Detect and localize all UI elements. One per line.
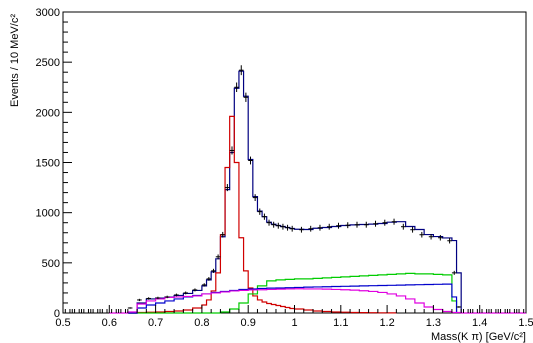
data-point bbox=[257, 208, 263, 215]
data-point bbox=[164, 295, 170, 299]
data-point bbox=[336, 222, 341, 229]
data-point bbox=[285, 224, 290, 231]
data-point bbox=[262, 213, 267, 220]
y-axis-title: Events / 10 MeV/c² bbox=[9, 14, 21, 107]
y-axis: 0 500 1000 1500 2000 2500 3000 bbox=[36, 7, 72, 320]
data-point bbox=[146, 297, 151, 300]
x-tick-label: 1 bbox=[291, 317, 297, 329]
data-point bbox=[211, 268, 216, 273]
data-point bbox=[354, 221, 360, 228]
data-point bbox=[248, 156, 253, 165]
x-tick-label: 0.5 bbox=[55, 317, 70, 329]
series-line-2 bbox=[127, 272, 458, 314]
data-point bbox=[206, 277, 212, 281]
data-point bbox=[410, 226, 415, 233]
data-point bbox=[345, 222, 351, 229]
data-point bbox=[234, 82, 239, 93]
x-tick-label: 1.1 bbox=[333, 317, 348, 329]
x-tick-label: 1.4 bbox=[472, 317, 487, 329]
data-point bbox=[229, 146, 235, 155]
x-tick-label: 0.8 bbox=[194, 317, 209, 329]
data-point bbox=[391, 218, 397, 225]
data-point bbox=[428, 233, 434, 240]
series-line-0 bbox=[127, 70, 462, 314]
data-point bbox=[266, 219, 272, 226]
x-axis-title: Mass(K π) [GeV/c²] bbox=[431, 331, 526, 343]
data-point bbox=[215, 254, 221, 260]
x-tick-label: 0.7 bbox=[148, 317, 163, 329]
x-tick-label: 0.6 bbox=[102, 317, 117, 329]
x-tick-label: 1.2 bbox=[379, 317, 394, 329]
x-axis: 0.5 0.6 0.7 0.8 0.9 1 1.1 1.2 1.3 1.4 1.5 bbox=[55, 305, 533, 329]
series-layer bbox=[109, 70, 526, 314]
series-line-4 bbox=[109, 288, 526, 314]
data-point bbox=[127, 307, 133, 309]
data-point bbox=[192, 288, 198, 292]
data-point bbox=[220, 231, 226, 238]
y-tick-label: 2500 bbox=[36, 57, 60, 69]
data-points-layer bbox=[64, 65, 525, 313]
data-point bbox=[225, 184, 230, 192]
data-point bbox=[373, 220, 378, 227]
data-point bbox=[252, 194, 258, 202]
data-point bbox=[201, 283, 207, 287]
data-point bbox=[419, 231, 425, 238]
x-tick-label: 1.5 bbox=[518, 317, 533, 329]
y-tick-label: 0 bbox=[54, 308, 60, 320]
data-point bbox=[447, 238, 452, 244]
x-tick-label: 1.3 bbox=[426, 317, 441, 329]
data-point bbox=[155, 296, 161, 300]
x-tick-label: 0.9 bbox=[241, 317, 256, 329]
y-tick-label: 3000 bbox=[36, 7, 60, 19]
data-point bbox=[308, 225, 314, 232]
data-point bbox=[438, 235, 443, 241]
data-point bbox=[363, 221, 369, 228]
data-point bbox=[317, 224, 323, 231]
data-point bbox=[326, 223, 332, 230]
y-tick-label: 2000 bbox=[36, 107, 60, 119]
y-tick-label: 1500 bbox=[36, 158, 60, 170]
data-point bbox=[280, 223, 286, 230]
data-point bbox=[299, 226, 304, 233]
data-point bbox=[451, 270, 457, 275]
data-point bbox=[183, 291, 189, 295]
data-point bbox=[275, 222, 281, 229]
data-point bbox=[243, 92, 249, 102]
data-point bbox=[137, 298, 142, 302]
data-point bbox=[271, 221, 276, 228]
data-point bbox=[456, 306, 462, 308]
y-tick-label: 1000 bbox=[36, 208, 60, 220]
data-point bbox=[400, 223, 406, 230]
data-point bbox=[289, 225, 295, 232]
data-point bbox=[238, 65, 244, 76]
data-point bbox=[174, 293, 179, 297]
data-point bbox=[382, 219, 388, 226]
y-tick-label: 500 bbox=[42, 258, 60, 270]
